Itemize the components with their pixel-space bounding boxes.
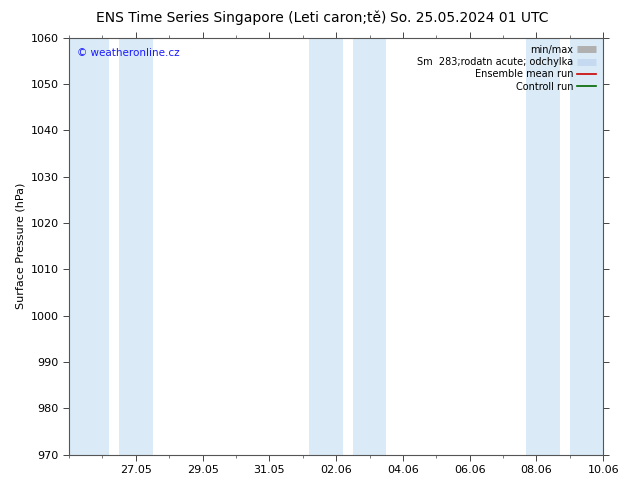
Bar <box>69 38 109 455</box>
Text: ENS Time Series Singapore (Leti caron;tě): ENS Time Series Singapore (Leti caron;tě… <box>96 11 386 25</box>
Bar <box>353 38 386 455</box>
Text: So. 25.05.2024 01 UTC: So. 25.05.2024 01 UTC <box>390 11 548 25</box>
Bar <box>119 38 153 455</box>
Bar <box>526 38 560 455</box>
Text: © weatheronline.cz: © weatheronline.cz <box>77 48 179 58</box>
Y-axis label: Surface Pressure (hPa): Surface Pressure (hPa) <box>15 183 25 309</box>
Legend: min/max, Sm  283;rodatn acute; odchylka, Ensemble mean run, Controll run: min/max, Sm 283;rodatn acute; odchylka, … <box>415 43 598 94</box>
Bar <box>570 38 603 455</box>
Bar <box>309 38 343 455</box>
